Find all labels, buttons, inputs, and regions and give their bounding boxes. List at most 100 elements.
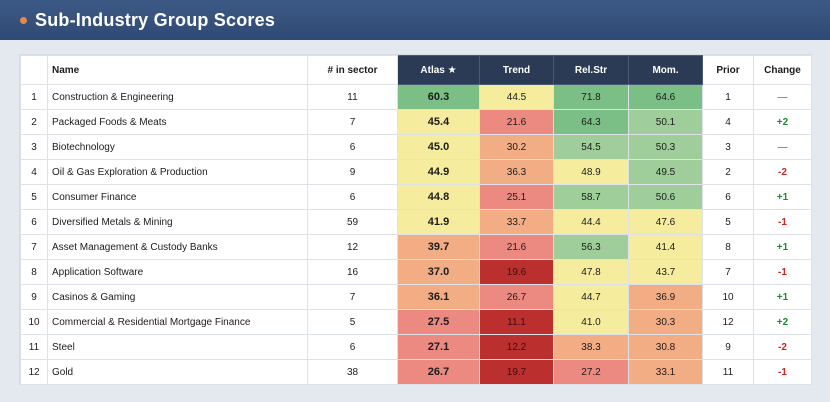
cell-prior: 2 — [702, 159, 754, 185]
cell-change: -2 — [753, 334, 812, 360]
cell-atlas: 36.1 — [397, 284, 480, 310]
cell-mom: 47.6 — [628, 209, 703, 235]
cell-relstr: 58.7 — [553, 184, 629, 210]
table-row[interactable]: 12 Gold 38 26.7 19.7 27.2 33.1 11 -1 — [20, 359, 812, 385]
cell-prior: 12 — [702, 309, 754, 335]
cell-trend: 30.2 — [479, 134, 554, 160]
cell-relstr: 71.8 — [553, 84, 629, 110]
col-header-change[interactable]: Change — [753, 55, 812, 85]
cell-change: -1 — [753, 209, 812, 235]
cell-rank: 4 — [20, 159, 48, 185]
cell-trend: 25.1 — [479, 184, 554, 210]
cell-relstr: 41.0 — [553, 309, 629, 335]
cell-name: Oil & Gas Exploration & Production — [47, 159, 308, 185]
cell-change: +1 — [753, 284, 812, 310]
cell-in-sector: 6 — [307, 134, 398, 160]
cell-in-sector: 59 — [307, 209, 398, 235]
scores-panel: Name # in sector Atlas ★ Trend Rel.Str M… — [20, 55, 812, 385]
cell-name: Packaged Foods & Meats — [47, 109, 308, 135]
cell-change: -2 — [753, 159, 812, 185]
cell-in-sector: 6 — [307, 184, 398, 210]
cell-trend: 33.7 — [479, 209, 554, 235]
cell-prior: 1 — [702, 84, 754, 110]
cell-prior: 4 — [702, 109, 754, 135]
table-row[interactable]: 9 Casinos & Gaming 7 36.1 26.7 44.7 36.9 10 +1 — [20, 284, 812, 310]
cell-mom: 64.6 — [628, 84, 703, 110]
cell-mom: 50.3 — [628, 134, 703, 160]
cell-change: — — [753, 84, 812, 110]
cell-prior: 7 — [702, 259, 754, 285]
cell-atlas: 37.0 — [397, 259, 480, 285]
cell-prior: 8 — [702, 234, 754, 260]
col-header-in-sector[interactable]: # in sector — [307, 55, 398, 85]
cell-mom: 50.1 — [628, 109, 703, 135]
cell-name: Gold — [47, 359, 308, 385]
cell-atlas: 41.9 — [397, 209, 480, 235]
col-header-trend[interactable]: Trend — [479, 55, 554, 85]
cell-mom: 30.3 — [628, 309, 703, 335]
cell-trend: 44.5 — [479, 84, 554, 110]
cell-trend: 26.7 — [479, 284, 554, 310]
table-row[interactable]: 5 Consumer Finance 6 44.8 25.1 58.7 50.6 6 +1 — [20, 184, 812, 210]
cell-atlas: 45.4 — [397, 109, 480, 135]
cell-name: Diversified Metals & Mining — [47, 209, 308, 235]
cell-prior: 5 — [702, 209, 754, 235]
cell-name: Asset Management & Custody Banks — [47, 234, 308, 260]
cell-name: Biotechnology — [47, 134, 308, 160]
cell-change: +2 — [753, 109, 812, 135]
cell-mom: 49.5 — [628, 159, 703, 185]
cell-relstr: 48.9 — [553, 159, 629, 185]
table-row[interactable]: 7 Asset Management & Custody Banks 12 39.7 2… — [20, 234, 812, 260]
cell-in-sector: 16 — [307, 259, 398, 285]
cell-mom: 36.9 — [628, 284, 703, 310]
table-header-row: Name # in sector Atlas ★ Trend Rel.Str M… — [20, 55, 812, 85]
cell-name: Application Software — [47, 259, 308, 285]
col-header-prior[interactable]: Prior — [702, 55, 754, 85]
cell-rank: 5 — [20, 184, 48, 210]
cell-trend: 21.6 — [479, 234, 554, 260]
cell-mom: 41.4 — [628, 234, 703, 260]
cell-trend: 21.6 — [479, 109, 554, 135]
cell-mom: 30.8 — [628, 334, 703, 360]
cell-in-sector: 7 — [307, 109, 398, 135]
cell-trend: 19.6 — [479, 259, 554, 285]
table-row[interactable]: 11 Steel 6 27.1 12.2 38.3 30.8 9 -2 — [20, 334, 812, 360]
cell-rank: 3 — [20, 134, 48, 160]
cell-trend: 19.7 — [479, 359, 554, 385]
cell-prior: 3 — [702, 134, 754, 160]
cell-in-sector: 9 — [307, 159, 398, 185]
cell-trend: 11.1 — [479, 309, 554, 335]
col-header-relstr[interactable]: Rel.Str — [553, 55, 629, 85]
cell-rank: 2 — [20, 109, 48, 135]
cell-prior: 6 — [702, 184, 754, 210]
cell-rank: 10 — [20, 309, 48, 335]
cell-change: +1 — [753, 234, 812, 260]
col-header-atlas[interactable]: Atlas ★ — [397, 55, 480, 85]
cell-atlas: 27.1 — [397, 334, 480, 360]
cell-prior: 11 — [702, 359, 754, 385]
cell-relstr: 27.2 — [553, 359, 629, 385]
table-row[interactable]: 3 Biotechnology 6 45.0 30.2 54.5 50.3 3— — [20, 134, 812, 160]
col-header-mom[interactable]: Mom. — [628, 55, 703, 85]
cell-relstr: 54.5 — [553, 134, 629, 160]
table-row[interactable]: 2 Packaged Foods & Meats 7 45.4 21.6 64.3 50.1… — [20, 109, 812, 135]
cell-trend: 36.3 — [479, 159, 554, 185]
table-row[interactable]: 10 Commercial & Residential Mortgage Fina… — [20, 309, 812, 335]
cell-rank: 9 — [20, 284, 48, 310]
cell-in-sector: 38 — [307, 359, 398, 385]
cell-atlas: 45.0 — [397, 134, 480, 160]
cell-relstr: 47.8 — [553, 259, 629, 285]
bullet-dot-icon — [20, 16, 27, 24]
cell-relstr: 44.7 — [553, 284, 629, 310]
cell-atlas: 44.9 — [397, 159, 480, 185]
table-row[interactable]: 6 Diversified Metals & Mining 59 41.9 33.7 44… — [20, 209, 812, 235]
cell-relstr: 64.3 — [553, 109, 629, 135]
table-row[interactable]: 8 Application Software 16 37.0 19.6 47.8 43.7 7… — [20, 259, 812, 285]
col-header-name[interactable]: Name — [47, 55, 308, 85]
cell-rank: 1 — [20, 84, 48, 110]
table-row[interactable]: 4 Oil & Gas Exploration & Production 9 44.9… — [20, 159, 812, 185]
cell-name: Casinos & Gaming — [47, 284, 308, 310]
table-row[interactable]: 1 Construction & Engineering 11 60.3 44.5 71.… — [20, 84, 812, 110]
cell-rank: 6 — [20, 209, 48, 235]
cell-atlas: 60.3 — [397, 84, 480, 110]
